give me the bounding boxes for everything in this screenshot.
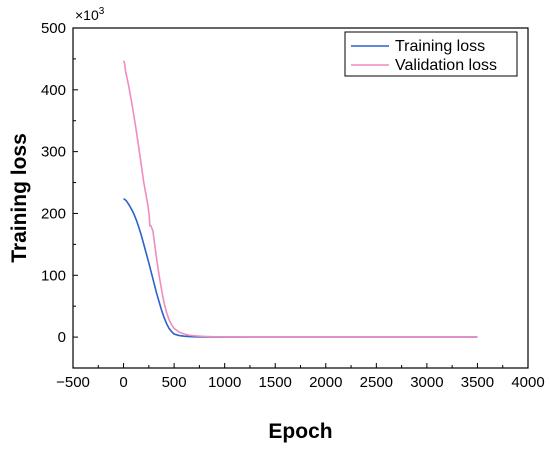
y-tick-label: 400 bbox=[41, 82, 66, 99]
x-axis-title: Epoch bbox=[268, 420, 332, 443]
x-tick-label: 4000 bbox=[511, 374, 544, 391]
x-tick-label: 500 bbox=[162, 374, 187, 391]
y-axis-title: Training loss bbox=[8, 133, 31, 263]
y-tick-label: 300 bbox=[41, 144, 66, 161]
y-axis-multiplier: ×103 bbox=[75, 6, 105, 23]
legend-label-validation-loss: Validation loss bbox=[395, 57, 497, 74]
y-tick-label: 0 bbox=[58, 329, 66, 346]
x-tick-label: 1500 bbox=[259, 374, 292, 391]
x-tick-label: 3000 bbox=[410, 374, 443, 391]
legend-label-training-loss: Training loss bbox=[395, 38, 485, 55]
y-tick-label: 500 bbox=[41, 20, 66, 37]
series-line-training-loss bbox=[123, 197, 478, 338]
series-lines bbox=[122, 60, 478, 338]
x-tick-label: −500 bbox=[56, 374, 90, 391]
x-tick-label: 3500 bbox=[461, 374, 494, 391]
x-tick-label: 1000 bbox=[208, 374, 241, 391]
legend: Training loss Validation loss bbox=[344, 31, 518, 77]
x-tick-label: 2000 bbox=[309, 374, 342, 391]
x-tick-label: 2500 bbox=[360, 374, 393, 391]
plot-frame bbox=[72, 27, 529, 369]
axis-ticks: −500 0 500 1000 1500 2000 2500 3000 3500 4000 0 100… bbox=[41, 20, 545, 391]
series-line-validation-loss bbox=[122, 60, 478, 338]
x-tick-label: 0 bbox=[119, 374, 127, 391]
y-tick-label: 200 bbox=[41, 205, 66, 222]
legend-box bbox=[344, 31, 518, 77]
y-tick-label: 100 bbox=[41, 267, 66, 284]
